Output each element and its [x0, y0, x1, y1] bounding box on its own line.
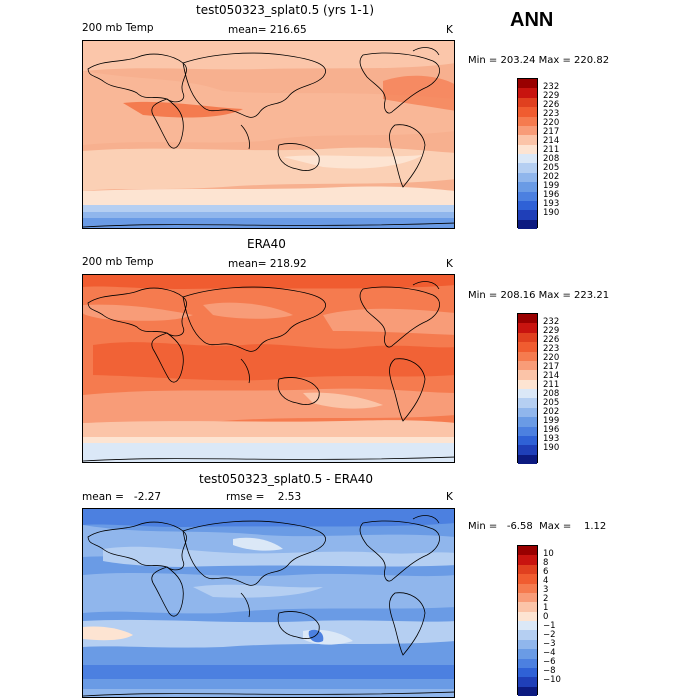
panel-3-minmax: Min = -6.58 Max = 1.12 [468, 521, 607, 532]
colorbar-tick-label: 217 [543, 362, 560, 372]
colorbar-tick-label: −2 [543, 630, 556, 640]
panel-1-mean: mean= 216.65 [228, 24, 307, 36]
panel-1-minmax: Min = 203.24 Max = 220.82 [468, 55, 610, 66]
colorbar-tick-label: 214 [543, 136, 560, 146]
panel-3-title: test050323_splat0.5 - ERA40 [199, 472, 374, 486]
colorbar-tick-label: −8 [543, 666, 556, 676]
panel-3-colorbar [517, 545, 538, 696]
panel-1-map [82, 40, 455, 229]
colorbar-tick-label: 3 [543, 585, 549, 595]
panel-2-variable: 200 mb Temp [82, 256, 154, 268]
colorbar-tick-label: 1 [543, 603, 549, 613]
colorbar-tick-label: −10 [543, 675, 561, 685]
colorbar-tick-label: 199 [543, 181, 560, 191]
colorbar-tick-label: 190 [543, 208, 560, 218]
panel-1-unit: K [446, 24, 453, 36]
panel-2-mean: mean= 218.92 [228, 258, 307, 270]
panel-1-colorbar [517, 78, 538, 229]
colorbar-tick-label: 205 [543, 398, 560, 408]
colorbar-tick-label: 193 [543, 434, 560, 444]
colorbar-tick-label: 229 [543, 326, 560, 336]
colorbar-tick-label: 211 [543, 145, 560, 155]
colorbar-tick-label: 208 [543, 154, 560, 164]
panel-3-map [82, 508, 455, 698]
panel-2-minmax: Min = 208.16 Max = 223.21 [468, 290, 610, 301]
panel-2-unit: K [446, 258, 453, 270]
colorbar-tick-label: 2 [543, 594, 549, 604]
colorbar-tick-label: 205 [543, 163, 560, 173]
panel-1-variable: 200 mb Temp [82, 22, 154, 34]
colorbar-tick-label: 4 [543, 576, 549, 586]
colorbar-tick-label: 223 [543, 344, 560, 354]
colorbar-tick-label: −6 [543, 657, 556, 667]
colorbar-tick-label: 196 [543, 425, 560, 435]
panel-2-map [82, 274, 455, 463]
colorbar-tick-label: 229 [543, 91, 560, 101]
colorbar-tick-label: 226 [543, 100, 560, 110]
panel-2-colorbar [517, 313, 538, 464]
colorbar-tick-label: 193 [543, 199, 560, 209]
colorbar-tick-label: 6 [543, 567, 549, 577]
colorbar-tick-label: 190 [543, 443, 560, 453]
colorbar-tick-label: 217 [543, 127, 560, 137]
colorbar-tick-label: −1 [543, 621, 556, 631]
colorbar-tick-label: 8 [543, 558, 549, 568]
colorbar-tick-label: 220 [543, 118, 560, 128]
colorbar-tick-label: 0 [543, 612, 549, 622]
colorbar-tick-label: 10 [543, 549, 554, 559]
colorbar-tick-label: 202 [543, 407, 560, 417]
colorbar-tick-label: 232 [543, 317, 560, 327]
colorbar-tick-label: 214 [543, 371, 560, 381]
colorbar-tick-label: 202 [543, 172, 560, 182]
colorbar-tick-label: 232 [543, 82, 560, 92]
colorbar-tick-label: 220 [543, 353, 560, 363]
panel-3-rmse: rmse = 2.53 [226, 491, 302, 503]
panel-3-mean: mean = -2.27 [82, 491, 162, 503]
colorbar-tick-label: −3 [543, 639, 556, 649]
colorbar-tick-label: 226 [543, 335, 560, 345]
panel-1-title: test050323_splat0.5 (yrs 1-1) [196, 3, 375, 17]
colorbar-tick-label: 211 [543, 380, 560, 390]
colorbar-tick-label: 208 [543, 389, 560, 399]
colorbar-tick-label: 196 [543, 190, 560, 200]
colorbar-tick-label: 223 [543, 109, 560, 119]
panel-2-colorbar-labels: 232 229 226 223 220 217 214 211 208 205 202 199 196 1… [543, 318, 559, 453]
panel-3-unit: K [446, 491, 453, 503]
colorbar-tick-label: −4 [543, 648, 556, 658]
panel-2-title: ERA40 [247, 237, 286, 251]
season-label: ANN [510, 9, 554, 31]
colorbar-tick-label: 199 [543, 416, 560, 426]
panel-3-colorbar-labels: 10 8 6 4 3 2 1 0 −1 −2 −3 −4 −6 −8 −10 [543, 550, 561, 685]
panel-1-colorbar-labels: 232 229 226 223 220 217 214 211 208 205 202 199 196 1… [543, 83, 559, 218]
